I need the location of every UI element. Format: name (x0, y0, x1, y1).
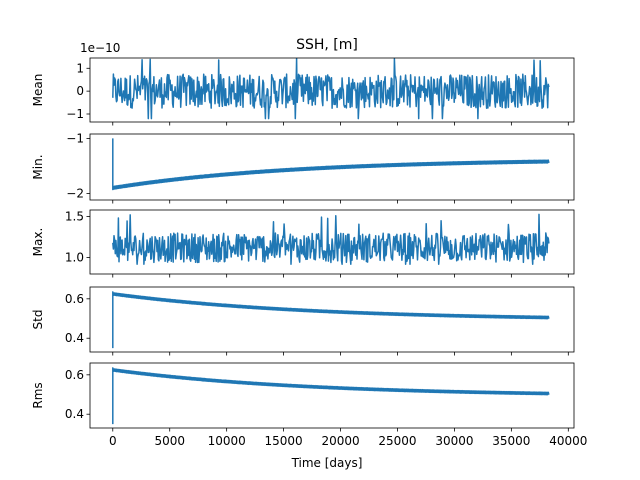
axes-frame (89, 57, 575, 123)
series-line-mean (112, 58, 550, 120)
x-tick-label: 20000 (321, 434, 359, 448)
y-tick-label: 0.4 (65, 331, 84, 345)
axes-frame (89, 362, 575, 429)
y-axis-label-rms: Rms (31, 382, 45, 408)
offset-text: 1e−10 (80, 41, 120, 55)
y-tick-label: 0.6 (65, 368, 84, 382)
subplot-rms: 0.4 0.6 0 5000 10000 15000 20000 25000 30000 3500… (31, 362, 587, 448)
series-line-std (112, 291, 550, 349)
x-tick-label: 25000 (378, 434, 416, 448)
chart-title: SSH, [m] (296, 37, 358, 53)
y-tick-label: 0 (76, 84, 84, 98)
y-tick-label: 1 (76, 61, 84, 75)
x-axis-label: Time [days] (291, 456, 363, 470)
subplot-min: −1 −2 Min. (31, 131, 575, 204)
x-tick-label: 10000 (208, 434, 246, 448)
y-axis-label-min: Min. (31, 154, 45, 179)
subplot-mean: −1 0 1 Mean 1e−10 (31, 41, 575, 126)
y-axis-label-mean: Mean (31, 74, 45, 107)
subplot-std: 0.4 0.6 Std (31, 286, 575, 356)
y-tick-label: 0.4 (65, 407, 84, 421)
axes-frame (89, 133, 575, 201)
y-tick-label: 0.6 (65, 292, 84, 306)
x-tick-label: 40000 (549, 434, 587, 448)
y-tick-label: −1 (66, 107, 84, 121)
y-tick-label: −1 (66, 131, 84, 145)
axes-frame (89, 286, 575, 353)
subplot-max: 1.0 1.5 Max. (31, 209, 575, 278)
x-tick-label: 5000 (154, 434, 185, 448)
series-line-rms (112, 367, 550, 425)
x-tick-label: 35000 (492, 434, 530, 448)
y-tick-label: −2 (66, 186, 84, 200)
y-axis-label-std: Std (31, 310, 45, 330)
y-tick-label: 1.0 (65, 251, 84, 265)
subplots: −1 0 1 Mean 1e−10 −1 −2 Min. 1.0 1.5 Max. 0.4 0.6 Std… (31, 41, 587, 448)
series-line-max (112, 213, 550, 265)
y-axis-label-max: Max. (31, 228, 45, 257)
series-line-min (112, 138, 550, 191)
x-tick-label: 15000 (265, 434, 303, 448)
x-tick-label: 0 (109, 434, 117, 448)
axes-frame (89, 209, 575, 275)
y-tick-label: 1.5 (65, 210, 84, 224)
x-tick-label: 30000 (435, 434, 473, 448)
